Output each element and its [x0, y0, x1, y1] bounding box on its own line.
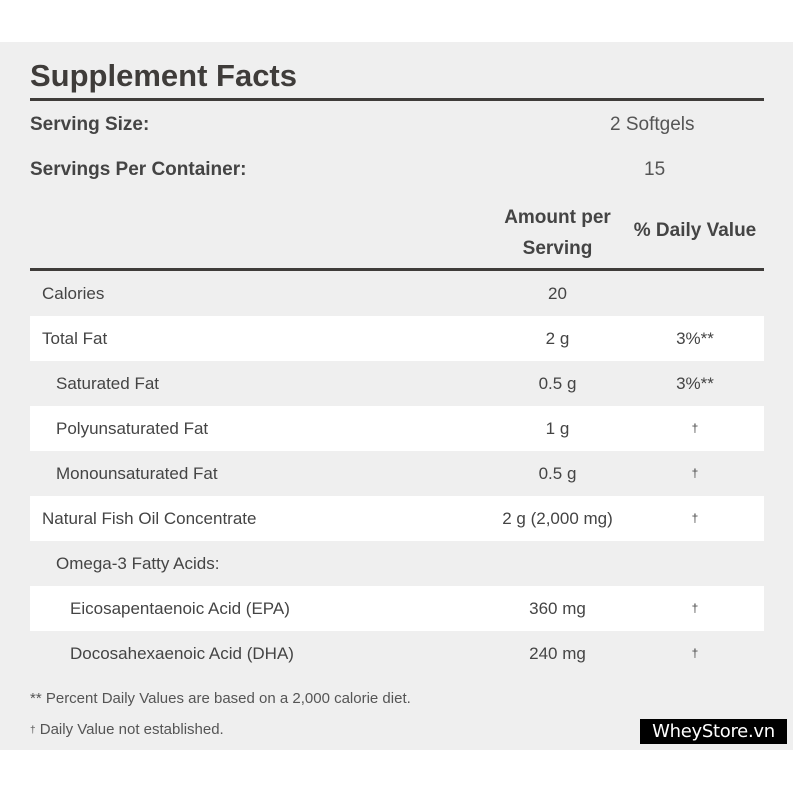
- nutrient-name: Total Fat: [42, 329, 108, 348]
- nutrient-amount: 20: [548, 284, 567, 303]
- nutrient-daily-value: †: [691, 466, 699, 480]
- dagger-symbol: †: [30, 725, 36, 736]
- column-header-daily-value: % Daily Value: [633, 220, 757, 241]
- nutrient-amount: 0.5 g: [538, 374, 577, 393]
- nutrient-daily-value: 3%**: [676, 374, 714, 393]
- nutrient-amount: 1 g: [545, 419, 570, 438]
- daily-value-footnote-text: Daily Value not established.: [35, 721, 224, 738]
- servings-per-container-row: Servings Per Container: 15: [30, 155, 764, 185]
- nutrient-name: Polyunsaturated Fat: [56, 419, 209, 438]
- nutrient-name: Calories: [42, 284, 105, 303]
- nutrient-daily-value: 3%**: [676, 329, 714, 348]
- nutrient-amount: 0.5 g: [538, 464, 577, 483]
- serving-size-label: Serving Size:: [30, 114, 150, 135]
- table-row: Polyunsaturated Fat 1 g †: [30, 406, 764, 451]
- table-row: Saturated Fat 0.5 g 3%**: [30, 361, 764, 406]
- percent-daily-footnote: ** Percent Daily Values are based on a 2…: [30, 690, 411, 707]
- nutrient-amount: 240 mg: [529, 644, 586, 663]
- wheystore-watermark: WheyStore.vn: [640, 719, 787, 744]
- table-row: Natural Fish Oil Concentrate 2 g (2,000 m…: [30, 496, 764, 541]
- table-row: Omega-3 Fatty Acids:: [30, 541, 764, 586]
- nutrient-daily-value: †: [691, 421, 699, 435]
- servings-per-container-label: Servings Per Container:: [30, 159, 247, 180]
- servings-per-container-value: 15: [644, 159, 666, 180]
- table-row: Total Fat 2 g 3%**: [30, 316, 764, 361]
- column-header-amount-line2: Serving: [522, 238, 593, 259]
- nutrient-name: Monounsaturated Fat: [56, 464, 218, 483]
- table-row: Docosahexaenoic Acid (DHA) 240 mg †: [30, 631, 764, 676]
- nutrient-daily-value: †: [691, 601, 699, 615]
- nutrient-name: Saturated Fat: [56, 374, 160, 393]
- nutrient-name: Eicosapentaenoic Acid (EPA): [70, 599, 290, 618]
- nutrient-name: Docosahexaenoic Acid (DHA): [70, 644, 294, 663]
- nutrient-amount: 2 g (2,000 mg): [502, 509, 613, 528]
- nutrient-amount: 360 mg: [529, 599, 586, 618]
- table-row: Monounsaturated Fat 0.5 g †: [30, 451, 764, 496]
- table-row: Eicosapentaenoic Acid (EPA) 360 mg †: [30, 586, 764, 631]
- serving-size-value: 2 Softgels: [610, 114, 695, 135]
- supplement-facts-panel: [0, 42, 793, 750]
- title-divider: [30, 98, 764, 101]
- daily-value-footnote: † Daily Value not established.: [30, 720, 224, 741]
- serving-size-row: Serving Size: 2 Softgels: [30, 110, 764, 140]
- nutrient-daily-value: †: [691, 511, 699, 525]
- nutrient-daily-value: †: [691, 646, 699, 660]
- header-divider: [30, 268, 764, 271]
- table-row: Calories 20: [30, 271, 764, 316]
- page-title: Supplement Facts: [30, 58, 297, 93]
- column-header-amount-line1: Amount per: [504, 207, 611, 228]
- nutrient-table: Calories 20 Total Fat 2 g 3%** Saturated Fat 0…: [30, 271, 764, 676]
- nutrient-name: Natural Fish Oil Concentrate: [42, 509, 257, 528]
- nutrient-name: Omega-3 Fatty Acids:: [56, 554, 220, 573]
- column-header-amount: Amount per Serving: [480, 202, 635, 264]
- nutrient-amount: 2 g: [545, 329, 570, 348]
